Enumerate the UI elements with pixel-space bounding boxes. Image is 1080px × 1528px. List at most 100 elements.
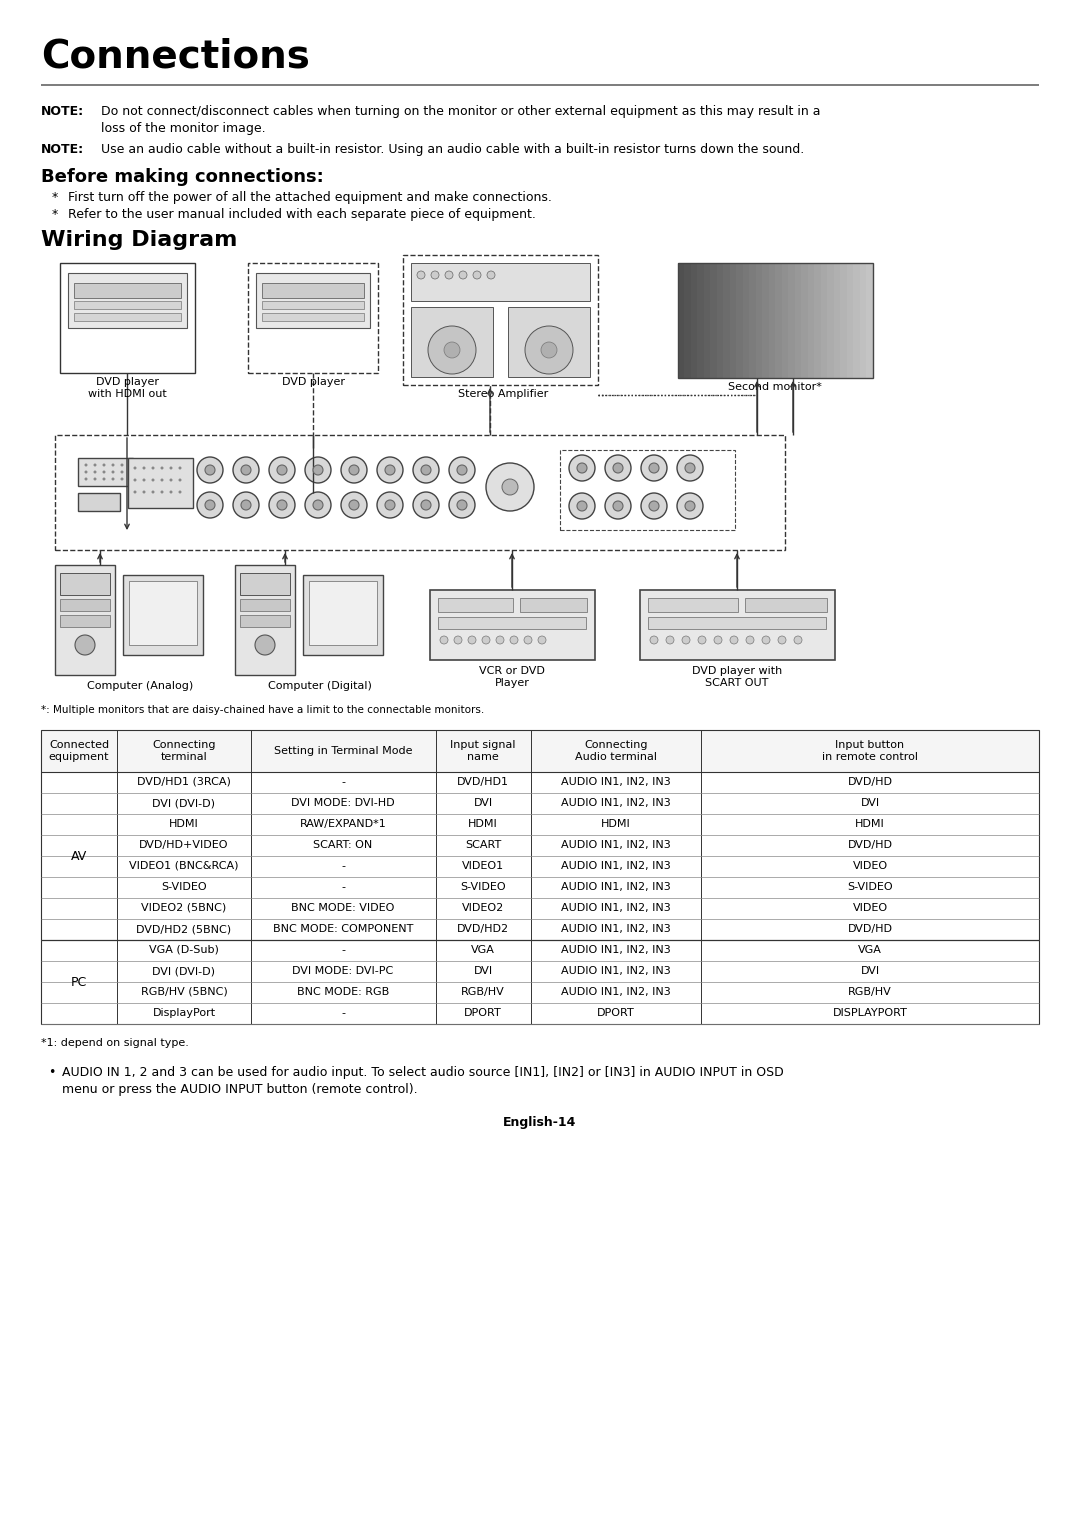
Text: AV: AV (71, 850, 87, 862)
Text: DVI (DVI-D): DVI (DVI-D) (152, 966, 216, 976)
Bar (745, 597, 827, 613)
Circle shape (649, 463, 659, 474)
Circle shape (121, 477, 123, 480)
Circle shape (613, 463, 623, 474)
Bar (256, 274, 370, 329)
Circle shape (276, 500, 287, 510)
Circle shape (313, 465, 323, 475)
Circle shape (677, 455, 703, 481)
Bar (821, 263, 828, 377)
Text: BNC MODE: COMPONENT: BNC MODE: COMPONENT (273, 924, 414, 934)
Text: DVD/HD: DVD/HD (848, 778, 892, 787)
Text: *: Multiple monitors that are daisy-chained have a limit to the connectable moni: *: Multiple monitors that are daisy-chai… (41, 704, 484, 715)
Text: AUDIO IN1, IN2, IN3: AUDIO IN1, IN2, IN3 (562, 924, 671, 934)
Bar (262, 301, 364, 309)
Circle shape (205, 465, 215, 475)
Text: Connections: Connections (41, 38, 310, 76)
Circle shape (459, 270, 467, 280)
Circle shape (642, 455, 667, 481)
Circle shape (305, 457, 330, 483)
Circle shape (496, 636, 504, 643)
Bar (519, 597, 588, 613)
Text: S-VIDEO: S-VIDEO (460, 882, 505, 892)
Circle shape (730, 636, 738, 643)
Circle shape (487, 270, 495, 280)
Bar (756, 263, 762, 377)
Text: AUDIO IN1, IN2, IN3: AUDIO IN1, IN2, IN3 (562, 778, 671, 787)
Bar (55, 565, 114, 675)
Circle shape (577, 463, 588, 474)
Bar (60, 263, 195, 373)
Text: Connected
equipment: Connected equipment (49, 740, 109, 762)
Bar (78, 494, 120, 510)
Bar (411, 307, 492, 377)
Bar (834, 263, 841, 377)
Text: Wiring Diagram: Wiring Diagram (41, 231, 238, 251)
Bar (75, 313, 181, 321)
Circle shape (161, 490, 163, 494)
Text: DISPLAYPORT: DISPLAYPORT (833, 1008, 907, 1018)
Bar (430, 590, 595, 660)
Circle shape (449, 492, 475, 518)
Bar (847, 263, 854, 377)
Text: Connecting
terminal: Connecting terminal (152, 740, 216, 762)
Bar (411, 263, 590, 301)
Circle shape (605, 494, 631, 520)
Circle shape (413, 492, 438, 518)
Text: VCR or DVD
Player: VCR or DVD Player (480, 666, 545, 688)
Text: -: - (341, 778, 345, 787)
Text: DVD/HD+VIDEO: DVD/HD+VIDEO (139, 840, 229, 850)
Text: Setting in Terminal Mode: Setting in Terminal Mode (273, 746, 413, 756)
Text: DVD/HD2: DVD/HD2 (457, 924, 509, 934)
Bar (438, 617, 586, 630)
Bar (403, 255, 598, 385)
Text: NOTE:: NOTE: (41, 105, 84, 118)
Circle shape (428, 325, 476, 374)
Text: -: - (341, 944, 345, 955)
Text: DVD/HD1 (3RCA): DVD/HD1 (3RCA) (137, 778, 231, 787)
Bar (240, 614, 291, 626)
Circle shape (161, 466, 163, 469)
Text: Computer (Analog): Computer (Analog) (86, 681, 193, 691)
Bar (648, 617, 826, 630)
Circle shape (613, 501, 623, 510)
Bar (648, 597, 738, 613)
Circle shape (103, 471, 106, 474)
Circle shape (276, 465, 287, 475)
Bar (735, 263, 743, 377)
Bar (691, 263, 698, 377)
Circle shape (762, 636, 770, 643)
Text: DVD/HD2 (5BNC): DVD/HD2 (5BNC) (136, 924, 231, 934)
Circle shape (486, 463, 534, 510)
Text: SCART: SCART (464, 840, 501, 850)
Bar (75, 283, 181, 298)
Text: VGA: VGA (471, 944, 495, 955)
Bar (723, 263, 730, 377)
Circle shape (605, 455, 631, 481)
Circle shape (421, 465, 431, 475)
Circle shape (341, 492, 367, 518)
Circle shape (94, 477, 96, 480)
Text: DVI: DVI (473, 966, 492, 976)
Text: AUDIO IN1, IN2, IN3: AUDIO IN1, IN2, IN3 (562, 944, 671, 955)
Bar (55, 435, 785, 550)
Circle shape (241, 465, 251, 475)
Text: VGA: VGA (859, 944, 882, 955)
Text: Computer (Digital): Computer (Digital) (268, 681, 372, 691)
Circle shape (569, 494, 595, 520)
Bar (240, 573, 291, 594)
Circle shape (103, 463, 106, 466)
Text: Stereo Amplifier: Stereo Amplifier (458, 390, 549, 399)
Text: S-VIDEO: S-VIDEO (161, 882, 206, 892)
Circle shape (698, 636, 706, 643)
Bar (684, 263, 691, 377)
Bar (866, 263, 873, 377)
Bar (678, 263, 873, 377)
Text: DVD/HD1: DVD/HD1 (457, 778, 509, 787)
Bar (678, 263, 685, 377)
Bar (60, 614, 110, 626)
Circle shape (384, 465, 395, 475)
Circle shape (413, 457, 438, 483)
Bar (309, 581, 377, 645)
Bar (129, 581, 197, 645)
